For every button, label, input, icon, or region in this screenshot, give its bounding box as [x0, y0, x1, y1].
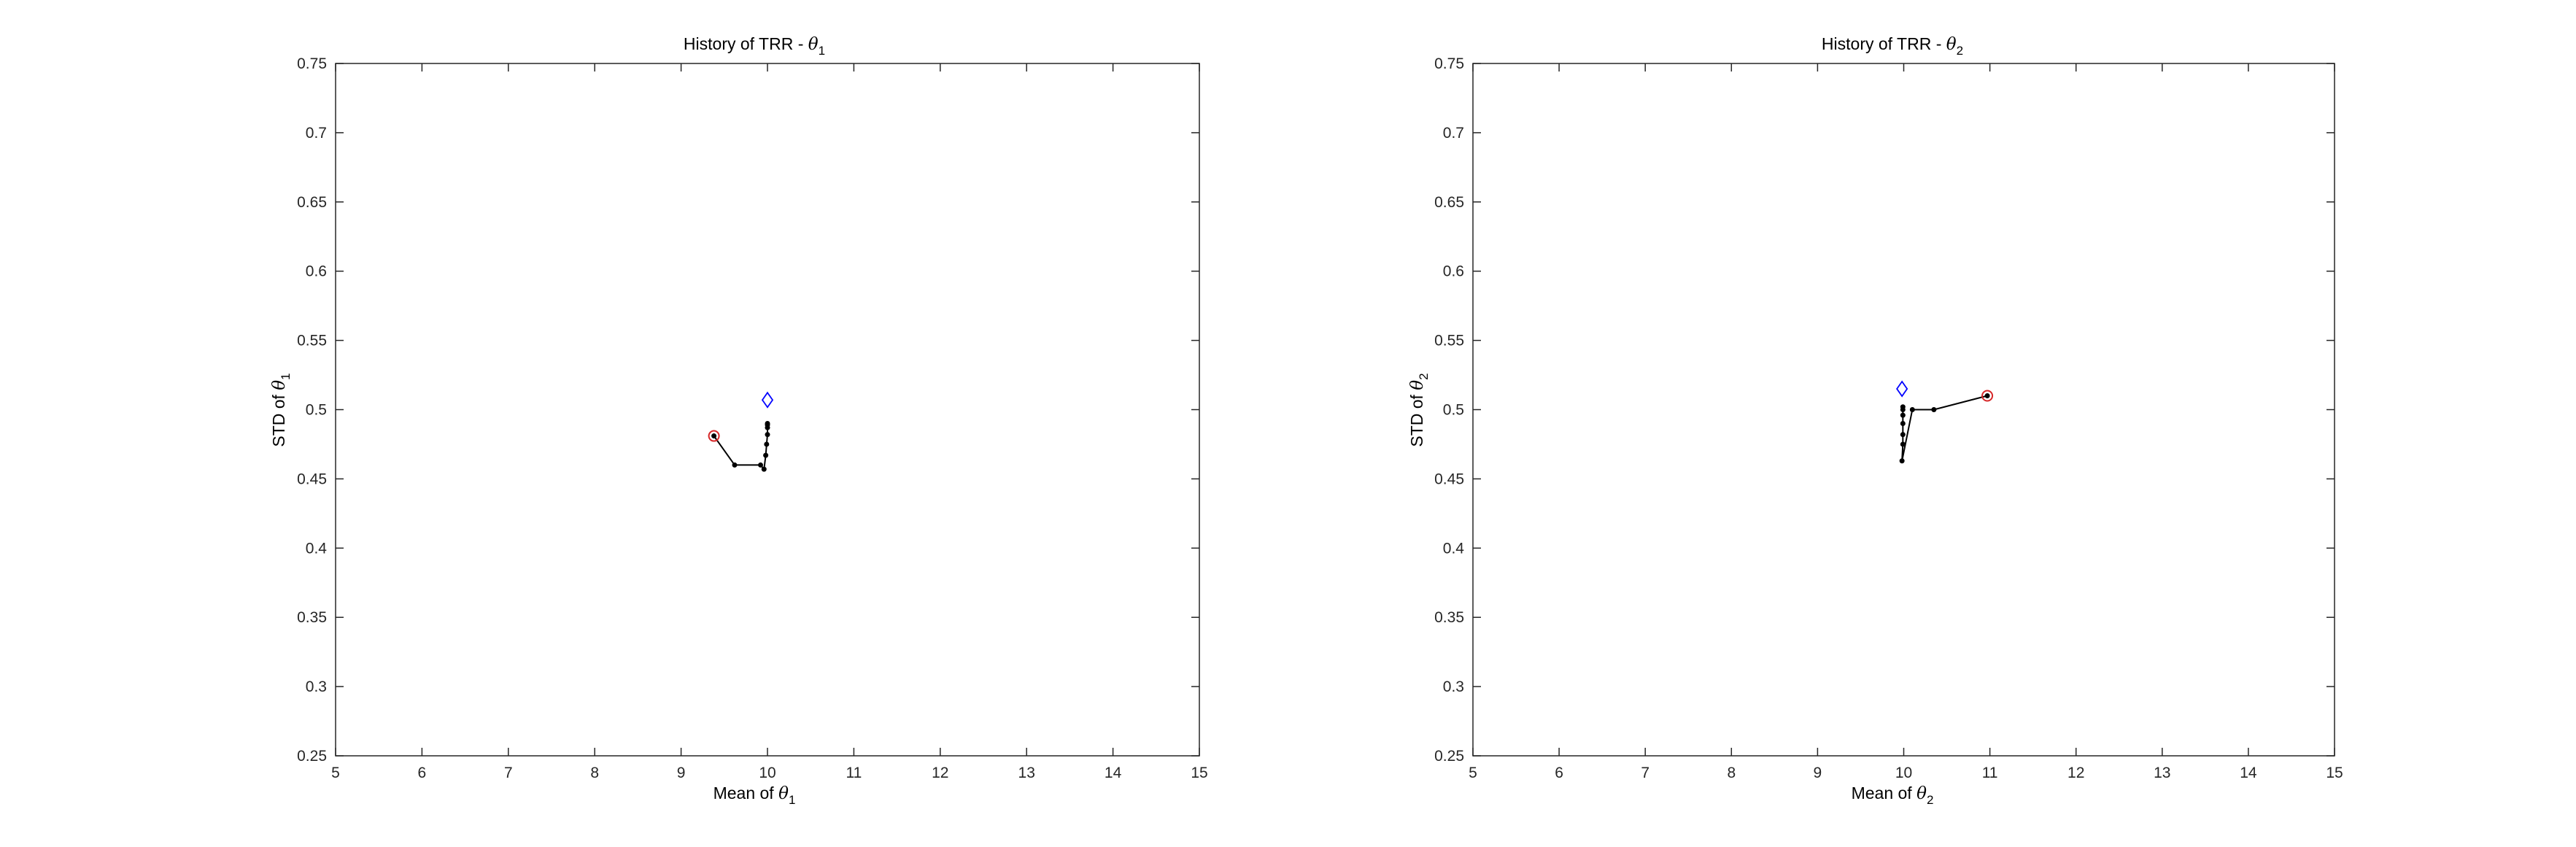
- x-tick-label: 6: [418, 765, 427, 781]
- x-tick-label: 8: [590, 765, 599, 781]
- axis-ticks: 5 6 7 8 9 10 11 12 13 14 15 0.25 0.3 0.35 0.4 0.45 0.5 0.…: [1434, 55, 2343, 781]
- history-point: [763, 452, 769, 458]
- target-diamond-marker: [1896, 380, 1908, 398]
- axes-theta1: History of TRR - θ1 Mean of θ1 STD of θ1…: [269, 34, 1208, 807]
- y-tick-label: 0.3: [1443, 678, 1464, 695]
- x-tick-label: 13: [1018, 765, 1035, 781]
- history-point: [1900, 432, 1906, 438]
- chart-title: History of TRR - θ1: [684, 34, 825, 58]
- plot-area-frame: [1472, 63, 2335, 757]
- y-tick-label: 0.45: [297, 471, 327, 487]
- history-point: [765, 432, 770, 438]
- y-tick-label: 0.35: [1434, 609, 1464, 626]
- y-tick-label: 0.65: [297, 194, 327, 211]
- x-tick-label: 8: [1727, 765, 1736, 781]
- x-tick-label: 9: [677, 765, 686, 781]
- x-tick-label: 15: [2326, 765, 2343, 781]
- start-point-marker: [1981, 390, 1994, 402]
- y-tick-label: 0.4: [1443, 540, 1465, 557]
- y-tick-label: 0.35: [297, 609, 327, 626]
- y-axis-label: STD of θ1: [269, 373, 293, 446]
- history-point: [1909, 407, 1915, 412]
- y-tick-label: 0.25: [297, 748, 327, 765]
- history-point: [1900, 441, 1906, 447]
- history-point: [764, 441, 770, 447]
- history-path-line: [1901, 395, 1988, 461]
- y-tick-label: 0.55: [297, 333, 327, 349]
- history-point: [1931, 407, 1937, 412]
- x-tick-label: 11: [846, 765, 862, 781]
- x-tick-label: 12: [2068, 765, 2084, 781]
- y-tick-label: 0.6: [1443, 263, 1464, 280]
- y-tick-label: 0.45: [1434, 471, 1464, 487]
- x-tick-label: 12: [932, 765, 948, 781]
- history-point: [758, 462, 764, 468]
- history-point: [732, 462, 738, 468]
- x-tick-label: 11: [1982, 765, 1998, 781]
- y-tick-label: 0.6: [306, 263, 327, 280]
- x-tick-label: 6: [1555, 765, 1563, 781]
- y-tick-label: 0.5: [1443, 402, 1464, 419]
- history-point: [1984, 393, 1990, 399]
- history-point: [1900, 412, 1906, 418]
- history-path: [708, 391, 774, 472]
- y-tick-label: 0.7: [306, 125, 327, 142]
- x-axis-label: Mean of θ2: [1852, 784, 1934, 807]
- y-tick-label: 0.5: [306, 402, 327, 419]
- y-tick-label: 0.65: [1434, 194, 1464, 211]
- y-tick-label: 0.75: [1434, 55, 1464, 72]
- y-tick-label: 0.3: [306, 678, 327, 695]
- y-tick-label: 0.55: [1434, 333, 1464, 349]
- history-point: [761, 466, 767, 472]
- x-tick-label: 9: [1814, 765, 1822, 781]
- x-axis-label: Mean of θ1: [713, 784, 796, 807]
- history-point: [1899, 458, 1905, 464]
- x-tick-label: 14: [2240, 765, 2257, 781]
- y-tick-label: 0.25: [1434, 748, 1464, 765]
- history-point: [1900, 404, 1906, 410]
- x-tick-label: 10: [1895, 765, 1912, 781]
- x-tick-label: 15: [1191, 765, 1207, 781]
- history-path: [1896, 380, 1994, 464]
- chart-title: History of TRR - θ2: [1822, 34, 1963, 58]
- y-axis-label: STD of θ2: [1407, 373, 1431, 446]
- x-tick-label: 7: [504, 765, 513, 781]
- x-tick-label: 13: [2154, 765, 2170, 781]
- axis-ticks: 5 6 7 8 9 10 11 12 13 14 15 0.25 0.3 0.35 0.4 0.45 0.5 0.…: [297, 55, 1208, 781]
- x-tick-label: 7: [1641, 765, 1649, 781]
- x-tick-label: 5: [1469, 765, 1477, 781]
- axes-theta2: History of TRR - θ2 Mean of θ2 STD of θ2…: [1407, 34, 2343, 807]
- x-tick-label: 5: [331, 765, 340, 781]
- x-tick-label: 14: [1105, 765, 1122, 781]
- history-point: [765, 420, 770, 426]
- start-point-marker: [708, 430, 720, 442]
- history-point: [1900, 420, 1906, 426]
- history-point: [711, 433, 717, 439]
- target-diamond-marker: [761, 391, 774, 409]
- x-tick-label: 10: [759, 765, 775, 781]
- y-tick-label: 0.75: [297, 55, 327, 72]
- y-tick-label: 0.7: [1443, 125, 1464, 142]
- plot-area-frame: [335, 63, 1200, 757]
- y-tick-label: 0.4: [306, 540, 328, 557]
